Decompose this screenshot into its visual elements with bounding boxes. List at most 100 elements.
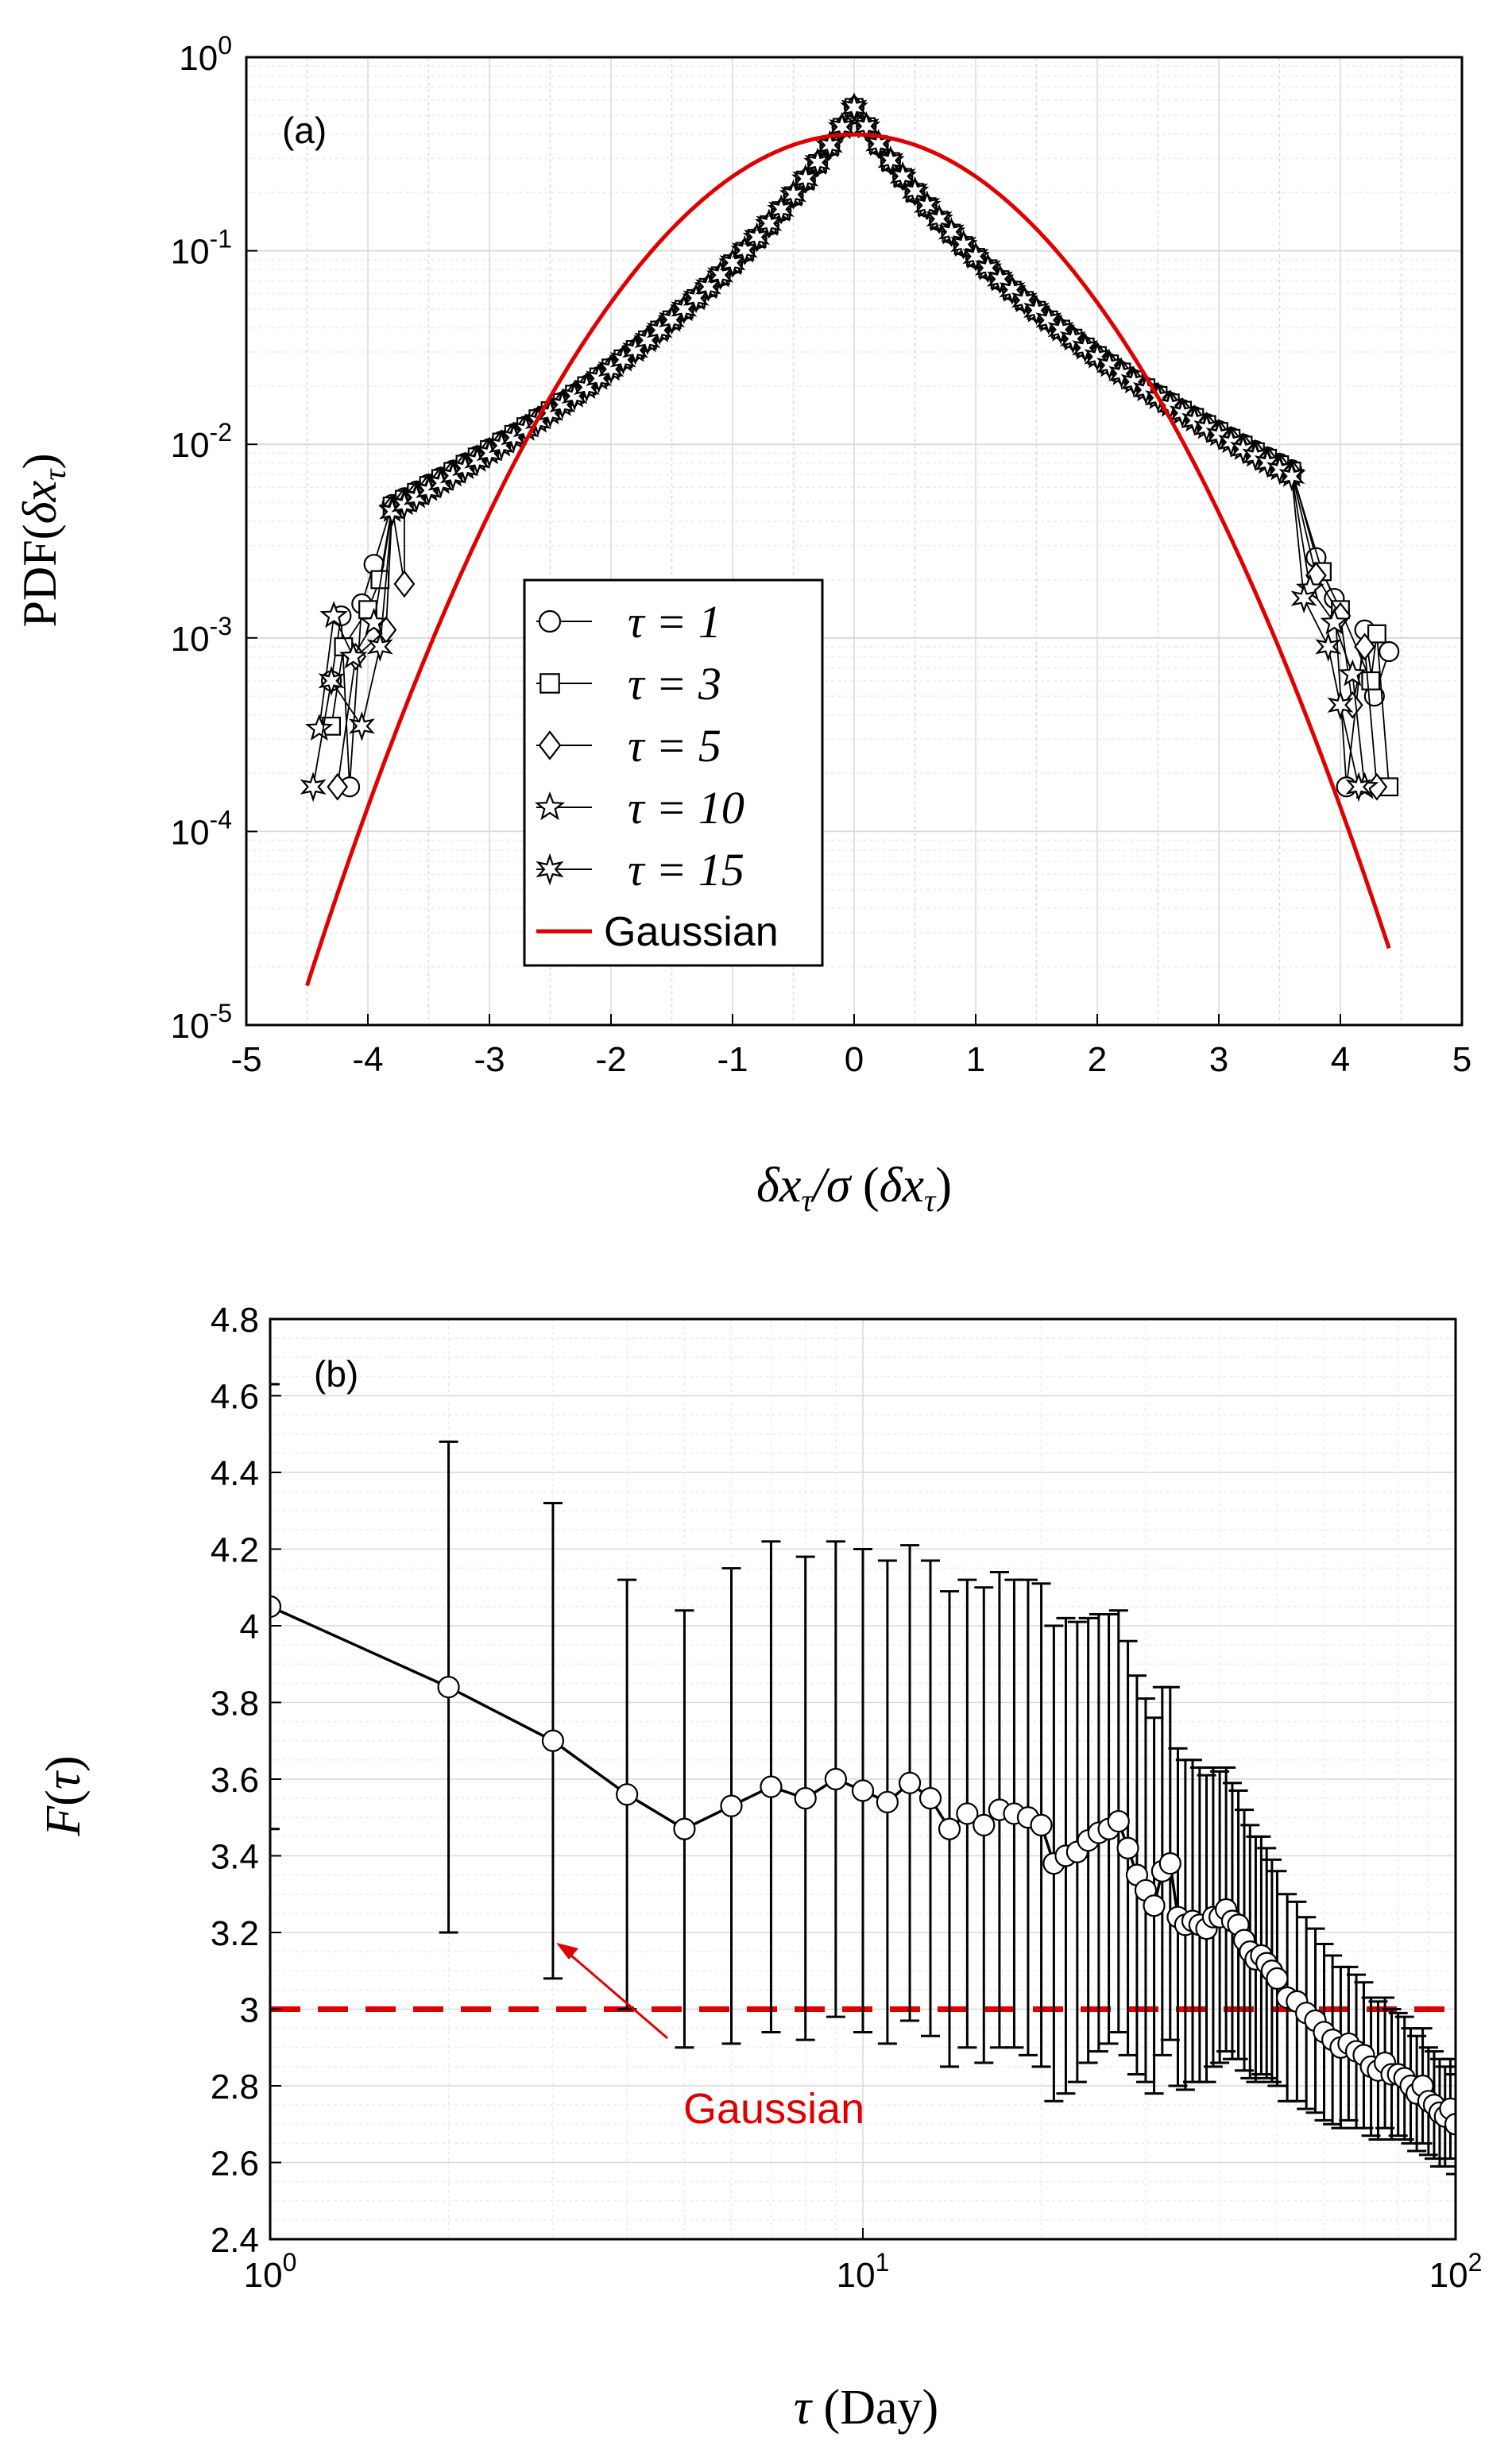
star5-marker: [319, 601, 348, 629]
square-marker: [1361, 671, 1381, 691]
data-point: [876, 1790, 899, 1814]
star6-marker: [829, 111, 856, 142]
data-point: [1158, 1852, 1181, 1875]
star6-marker: [974, 253, 1001, 284]
star6-marker: [1011, 284, 1038, 315]
x-tick-label-base: 10: [244, 2256, 283, 2295]
y-tick-label: 3.4: [211, 1838, 259, 1877]
y-tick-label-base: 10: [171, 233, 210, 272]
panel-a-legend: τ = 1 τ = 3 τ = 5 τ = 10 τ = 15 Gaussian: [523, 578, 824, 967]
diamond-marker: [1354, 633, 1375, 661]
y-tick-label: 4.6: [211, 1378, 259, 1417]
y-tick-label: 4.2: [211, 1531, 259, 1570]
x-tick-label-base: 10: [837, 2256, 876, 2295]
legend-label: τ = 10: [628, 782, 744, 834]
data-point: [616, 1783, 639, 1806]
panel-a-x-axis-label: δxτ/σ (δxτ): [756, 1159, 952, 1218]
x-tick-label: 1: [966, 1040, 985, 1079]
y-tick-label: 10-4: [171, 805, 232, 852]
legend-star5-marker: [534, 791, 566, 821]
star6-marker: [804, 147, 831, 178]
y-tick-label: 100: [179, 31, 232, 78]
y-tick-label: 3.6: [211, 1761, 259, 1800]
x-tick-label: -2: [595, 1040, 626, 1079]
data-point: [938, 1817, 961, 1840]
data-point: [851, 1779, 875, 1802]
legend-label: τ = 3: [628, 658, 721, 710]
y-tick-label-exp: -1: [210, 225, 232, 253]
y-tick-label-base: 10: [179, 39, 218, 78]
panel-b-x-axis-label: τ (Day): [794, 2381, 938, 2435]
legend-square-marker: [539, 673, 560, 694]
x-tick-label-exp: 1: [876, 2248, 890, 2277]
data-point: [720, 1794, 743, 1817]
star6-marker: [987, 264, 1014, 295]
panel-a-label: (a): [282, 110, 327, 151]
panel-b-y-axis-label: F(τ): [37, 1755, 91, 1836]
star5-marker: [305, 714, 334, 741]
y-tick-label-base: 10: [171, 813, 210, 852]
y-tick-label: 3.8: [211, 1685, 259, 1723]
y-tick-label: 4.4: [211, 1454, 259, 1493]
x-tick-label: -4: [352, 1040, 383, 1079]
y-tick-label: 10-3: [171, 612, 232, 659]
y-tick-label: 2.4: [211, 2221, 259, 2260]
star6-marker: [1023, 295, 1050, 326]
y-tick-label-exp: -5: [210, 999, 232, 1027]
x-tick-label: 100: [244, 2248, 297, 2295]
data-point: [1116, 1836, 1139, 1859]
star6-marker: [889, 161, 916, 191]
star6-marker: [1169, 397, 1196, 428]
annotation-arrowhead: [556, 1943, 578, 1959]
star6-marker: [999, 274, 1026, 305]
data-point: [760, 1775, 783, 1798]
data-point: [673, 1817, 696, 1840]
x-tick-label: 5: [1452, 1040, 1471, 1079]
star6-marker: [1345, 772, 1372, 803]
star6-marker: [318, 665, 345, 696]
star6-marker: [914, 190, 941, 221]
star5-marker: [338, 641, 368, 669]
star6-marker: [1315, 631, 1342, 662]
annotation-gaussian-label: Gaussian: [683, 2085, 864, 2133]
x-tick-label: 3: [1209, 1040, 1228, 1079]
star6-marker: [938, 216, 965, 247]
star5-marker: [1338, 659, 1367, 687]
data-point: [1143, 1894, 1166, 1917]
x-tick-label: 101: [837, 2248, 890, 2295]
star6-marker: [1278, 461, 1305, 492]
legend-label: τ = 1: [628, 596, 721, 648]
y-tick-label: 10-1: [171, 225, 232, 272]
annotation-arrow-line: [565, 1949, 668, 2040]
y-tick-label: 10-2: [171, 418, 232, 465]
diamond-marker: [393, 570, 416, 598]
data-point: [898, 1771, 922, 1794]
star6-marker: [348, 710, 375, 741]
gaussian-annotation: Gaussian: [556, 1943, 864, 2133]
y-tick-label: 4: [240, 1607, 259, 1646]
x-tick-label-base: 10: [1429, 2256, 1468, 2295]
star6-marker: [1072, 332, 1099, 363]
star6-marker: [926, 203, 953, 234]
star6-marker: [841, 92, 868, 123]
gaussian-curve: [305, 132, 1391, 987]
x-tick-label: 4: [1331, 1040, 1350, 1079]
y-tick-label: 3: [240, 1991, 259, 2030]
circle-marker: [1379, 640, 1400, 663]
legend-diamond-marker: [538, 730, 562, 760]
x-tick-label: -5: [230, 1040, 261, 1079]
legend-star6-marker: [536, 853, 564, 886]
legend-box: [523, 578, 824, 967]
data-point: [956, 1802, 979, 1825]
star6-marker: [1108, 358, 1135, 389]
star6-marker: [1084, 341, 1111, 372]
x-tick-label: 102: [1429, 2248, 1483, 2295]
data-point: [918, 1787, 942, 1810]
star6-marker: [1132, 374, 1159, 405]
star6-marker: [1059, 323, 1086, 354]
legend-label: Gaussian: [604, 909, 779, 955]
